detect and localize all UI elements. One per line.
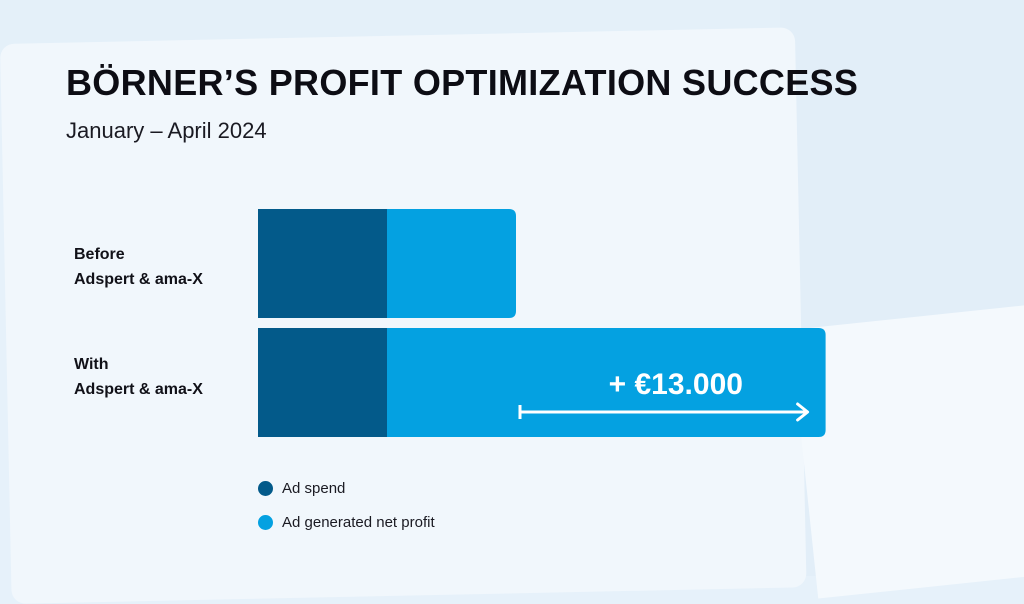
legend: Ad spend Ad generated net profit	[258, 478, 435, 546]
legend-item-ad-spend: Ad spend	[258, 478, 435, 498]
bar-net-profit-with	[387, 328, 826, 437]
bar-ad-spend-before	[258, 209, 387, 318]
row-label-with-line1: With	[74, 356, 109, 373]
chart-title: BÖRNER’S PROFIT OPTIMIZATION SUCCESS	[66, 62, 859, 103]
annotation-gain-label: + €13.000	[609, 368, 743, 401]
annotation-arrow-head	[796, 402, 810, 422]
legend-item-net-profit: Ad generated net profit	[258, 512, 435, 532]
row-label-before-line1: Before	[74, 246, 125, 263]
row-label-with: With Adspert & ama-X	[74, 352, 203, 402]
stacked-bar-chart: + €13.000	[258, 209, 826, 437]
row-label-before: Before Adspert & ama-X	[74, 242, 203, 292]
row-label-before-line2: Adspert & ama-X	[74, 271, 203, 288]
row-label-with-line2: Adspert & ama-X	[74, 381, 203, 398]
bar-ad-spend-with	[258, 328, 387, 437]
bar-net-profit-before	[387, 209, 516, 318]
chart-subtitle: January – April 2024	[66, 118, 267, 143]
legend-label-net-profit: Ad generated net profit	[282, 513, 435, 531]
legend-label-ad-spend: Ad spend	[282, 479, 346, 497]
legend-swatch-net-profit	[258, 514, 273, 530]
legend-swatch-ad-spend	[258, 480, 273, 496]
